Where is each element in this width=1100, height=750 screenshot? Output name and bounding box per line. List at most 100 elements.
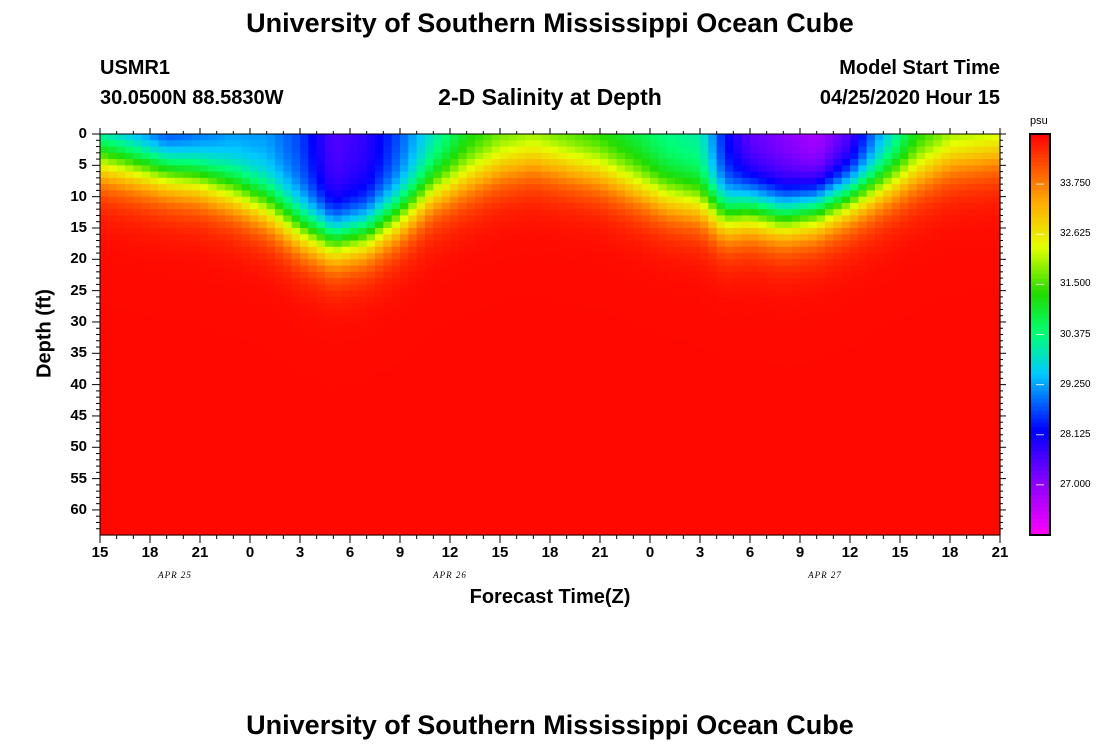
heatmap-cell xyxy=(391,478,401,486)
heatmap-cell xyxy=(133,409,143,417)
heatmap-cell xyxy=(100,152,109,160)
heatmap-cell xyxy=(633,528,643,536)
heatmap-cell xyxy=(550,290,559,298)
heatmap-cell xyxy=(433,196,443,204)
heatmap-cell xyxy=(225,165,234,173)
heatmap-cell xyxy=(541,516,551,524)
heatmap-cell xyxy=(575,284,584,292)
heatmap-cell xyxy=(225,403,234,411)
heatmap-cell xyxy=(175,428,184,436)
heatmap-cell xyxy=(416,215,426,223)
heatmap-cell xyxy=(283,340,293,348)
heatmap-cell xyxy=(550,221,559,229)
heatmap-cell xyxy=(525,359,534,367)
heatmap-cell xyxy=(566,390,576,398)
heatmap-cell xyxy=(716,171,726,179)
heatmap-cell xyxy=(625,253,634,260)
heatmap-cell xyxy=(500,528,509,536)
heatmap-cell xyxy=(333,359,343,367)
heatmap-cell xyxy=(166,190,176,198)
heatmap-cell xyxy=(391,196,401,204)
heatmap-cell xyxy=(716,152,726,160)
heatmap-cell xyxy=(508,309,518,317)
heatmap-cell xyxy=(458,278,468,285)
heatmap-cell xyxy=(616,484,626,492)
heatmap-cell xyxy=(608,159,618,166)
heatmap-cell xyxy=(691,190,701,198)
heatmap-cell xyxy=(541,140,551,148)
heatmap-cell xyxy=(516,359,526,367)
heatmap-cell xyxy=(725,365,734,373)
heatmap-cell xyxy=(708,390,718,398)
heatmap-cell xyxy=(683,378,693,386)
heatmap-cell xyxy=(291,171,301,179)
heatmap-cell xyxy=(175,453,184,461)
heatmap-cell xyxy=(241,290,251,298)
heatmap-cell xyxy=(316,309,326,317)
heatmap-cell xyxy=(350,334,359,342)
heatmap-cell xyxy=(433,491,443,499)
heatmap-cell xyxy=(450,359,459,367)
heatmap-cell xyxy=(266,259,276,267)
heatmap-cell xyxy=(241,447,251,455)
heatmap-cell xyxy=(425,509,434,517)
heatmap-cell xyxy=(591,290,601,298)
heatmap-cell xyxy=(216,384,226,392)
heatmap-cell xyxy=(400,434,409,442)
heatmap-cell xyxy=(608,528,618,536)
heatmap-cell xyxy=(475,328,484,336)
heatmap-cell xyxy=(716,177,726,185)
heatmap-cell xyxy=(391,472,401,480)
heatmap-cell xyxy=(100,359,109,367)
heatmap-cell xyxy=(625,221,634,229)
heatmap-cell xyxy=(208,177,218,185)
heatmap-cell xyxy=(683,190,693,198)
heatmap-cell xyxy=(183,497,193,505)
heatmap-cell xyxy=(233,240,243,248)
heatmap-cell xyxy=(741,384,751,392)
heatmap-cell xyxy=(258,303,268,311)
heatmap-cell xyxy=(375,259,384,267)
heatmap-cell xyxy=(416,309,426,317)
heatmap-cell xyxy=(516,403,526,411)
heatmap-cell xyxy=(641,365,651,373)
heatmap-cell xyxy=(108,259,118,267)
heatmap-cell xyxy=(700,134,709,141)
heatmap-cell xyxy=(225,202,234,210)
heatmap-cell xyxy=(358,347,368,354)
heatmap-cell xyxy=(458,259,468,267)
heatmap-cell xyxy=(108,509,118,517)
heatmap-cell xyxy=(450,384,459,392)
heatmap-cell xyxy=(525,365,534,373)
heatmap-cell xyxy=(316,134,326,141)
heatmap-cell xyxy=(550,422,559,430)
heatmap-cell xyxy=(650,434,659,442)
heatmap-cell xyxy=(400,497,409,505)
heatmap-cell xyxy=(141,303,151,311)
heatmap-cell xyxy=(291,221,301,229)
heatmap-cell xyxy=(291,190,301,198)
heatmap-cell xyxy=(641,491,651,499)
heatmap-cell xyxy=(225,265,234,273)
heatmap-cell xyxy=(658,428,668,436)
heatmap-cell xyxy=(425,428,434,436)
heatmap-cell xyxy=(716,209,726,217)
heatmap-cell xyxy=(158,403,168,411)
heatmap-cell xyxy=(225,140,234,148)
heatmap-cell xyxy=(125,171,134,179)
heatmap-cell xyxy=(708,221,718,229)
heatmap-cell xyxy=(450,152,459,160)
heatmap-cell xyxy=(475,340,484,348)
heatmap-cell xyxy=(258,227,268,235)
heatmap-cell xyxy=(275,234,284,242)
heatmap-cell xyxy=(725,447,734,455)
heatmap-cell xyxy=(483,278,493,285)
heatmap-cell xyxy=(283,409,293,417)
heatmap-cell xyxy=(416,372,426,379)
heatmap-cell xyxy=(266,253,276,260)
heatmap-cell xyxy=(300,378,309,386)
heatmap-cell xyxy=(716,522,726,530)
heatmap-cell xyxy=(733,403,743,411)
heatmap-cell xyxy=(675,240,684,248)
heatmap-cell xyxy=(225,384,234,392)
